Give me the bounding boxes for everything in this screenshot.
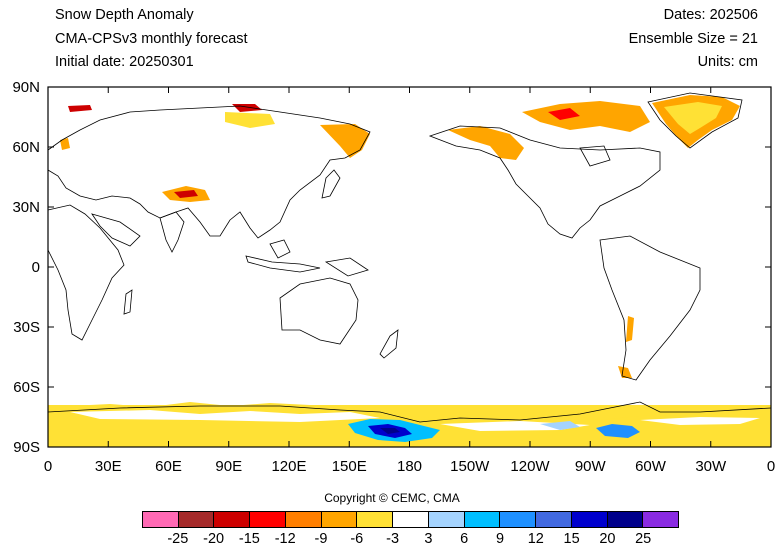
colorbar-segment [285, 512, 322, 527]
lat-tick-label: 60N [12, 139, 40, 156]
borneo-coastline [269, 239, 291, 259]
africa-coastline [47, 204, 125, 341]
eurasia-coastline [47, 105, 371, 239]
map-content [47, 92, 772, 447]
colorbar-label: 12 [527, 531, 544, 547]
colorbar-label: 20 [599, 531, 616, 547]
andes-anomaly [626, 316, 634, 342]
canadian-arctic-red [548, 108, 580, 120]
lat-tick-label: 30S [13, 319, 40, 336]
india-coastline [159, 211, 185, 253]
lat-tick-label: 90S [13, 439, 40, 456]
colorbar [142, 511, 679, 528]
initial-date: Initial date: 20250301 [55, 54, 194, 70]
taymyr-anomaly [232, 104, 262, 112]
colorbar-label: 9 [495, 531, 505, 547]
lon-tick-label: 0 [767, 458, 775, 475]
units-label: Units: cm [697, 54, 758, 70]
colorbar-label: -25 [167, 531, 189, 547]
canadian-arctic-anomaly [522, 101, 650, 132]
colorbar-segment [321, 512, 358, 527]
lon-tick-label: 30E [95, 458, 122, 475]
colorbar-label: 25 [635, 531, 652, 547]
scandinavia-anomaly [60, 138, 70, 150]
amundsen-blue-anomaly [596, 424, 640, 438]
lon-tick-label: 30W [695, 458, 727, 475]
colorbar-segment [178, 512, 215, 527]
lon-tick-label: 90W [575, 458, 607, 475]
lon-tick-label: 120E [271, 458, 306, 475]
chart-title: Snow Depth Anomaly [55, 7, 194, 23]
lon-tick-label: 180 [397, 458, 422, 475]
colorbar-segment [500, 512, 537, 527]
colorbar-label: 6 [460, 531, 469, 547]
north-america-coastline [428, 125, 661, 239]
antarctic-white-patch-3 [640, 417, 760, 425]
colorbar-segment [464, 512, 501, 527]
colorbar-segment [357, 512, 394, 527]
colorbar-label: 15 [563, 531, 580, 547]
australia-coastline [279, 277, 359, 345]
arabia-coastline [91, 213, 141, 247]
map-frame [47, 86, 772, 448]
weddell-blue-anomaly [540, 421, 580, 430]
forecast-dates: Dates: 202506 [663, 7, 758, 23]
colorbar-segment [214, 512, 251, 527]
greenland-coastline [647, 92, 743, 149]
lat-tick-label: 60S [13, 379, 40, 396]
copyright-text: Copyright © CEMC, CMA [324, 491, 460, 505]
antarctica-coastline [47, 401, 772, 423]
colorbar-label: -15 [238, 531, 260, 547]
colorbar-segment [536, 512, 572, 527]
lon-tick-label: 150W [450, 458, 490, 475]
lon-tick-label: 90E [215, 458, 242, 475]
new-zealand-coastline [379, 329, 399, 359]
antarctic-white-patch [70, 410, 380, 422]
hudson-bay-coastline [579, 145, 611, 167]
colorbar-segment [643, 512, 679, 527]
colorbar-label: -3 [386, 531, 400, 547]
colorbar-segment [250, 512, 286, 527]
ross-sea-core-anomaly [380, 428, 400, 434]
lon-tick-label: 0 [44, 458, 52, 475]
lon-tick-label: 60E [155, 458, 182, 475]
coastlines [47, 92, 772, 423]
patagonia-anomaly [618, 366, 632, 378]
lon-tick-label: 60W [635, 458, 667, 475]
colorbar-segment [428, 512, 465, 527]
colorbar-label: -9 [314, 531, 328, 547]
colorbar-labels: -25 -20 -15 -12 -9 -6 -3 3 6 9 12 15 20 25 [0, 531, 784, 551]
japan-coastline [321, 169, 341, 199]
tibet-anomaly-core [174, 190, 198, 198]
lat-tick-label: 0 [32, 259, 40, 276]
colorbar-label: -12 [274, 531, 296, 547]
colorbar-segment [393, 512, 429, 527]
model-name: CMA-CPSv3 monthly forecast [55, 31, 248, 47]
ensemble-size: Ensemble Size = 21 [628, 31, 758, 47]
greenland-anomaly-core [664, 102, 722, 134]
indonesia-coastline [245, 255, 321, 273]
colorbar-segment [143, 512, 179, 527]
siberia-anomaly [225, 112, 275, 128]
colorbar-label: -20 [203, 531, 225, 547]
novaya-zemlya-anomaly [68, 105, 92, 112]
colorbar-label: -6 [350, 531, 364, 547]
lat-tick-label: 30N [12, 199, 40, 216]
new-guinea-coastline [324, 257, 369, 277]
chukotka-anomaly [320, 124, 370, 158]
colorbar-label: 3 [424, 531, 433, 547]
south-america-coastline [599, 235, 701, 381]
colorbar-segment [571, 512, 608, 527]
lat-tick-label: 90N [12, 79, 40, 96]
lon-tick-label: 150E [332, 458, 367, 475]
lon-tick-label: 120W [510, 458, 550, 475]
colorbar-segment [607, 512, 644, 527]
alaska-anomaly [448, 126, 524, 160]
madagascar-coastline [123, 289, 133, 315]
